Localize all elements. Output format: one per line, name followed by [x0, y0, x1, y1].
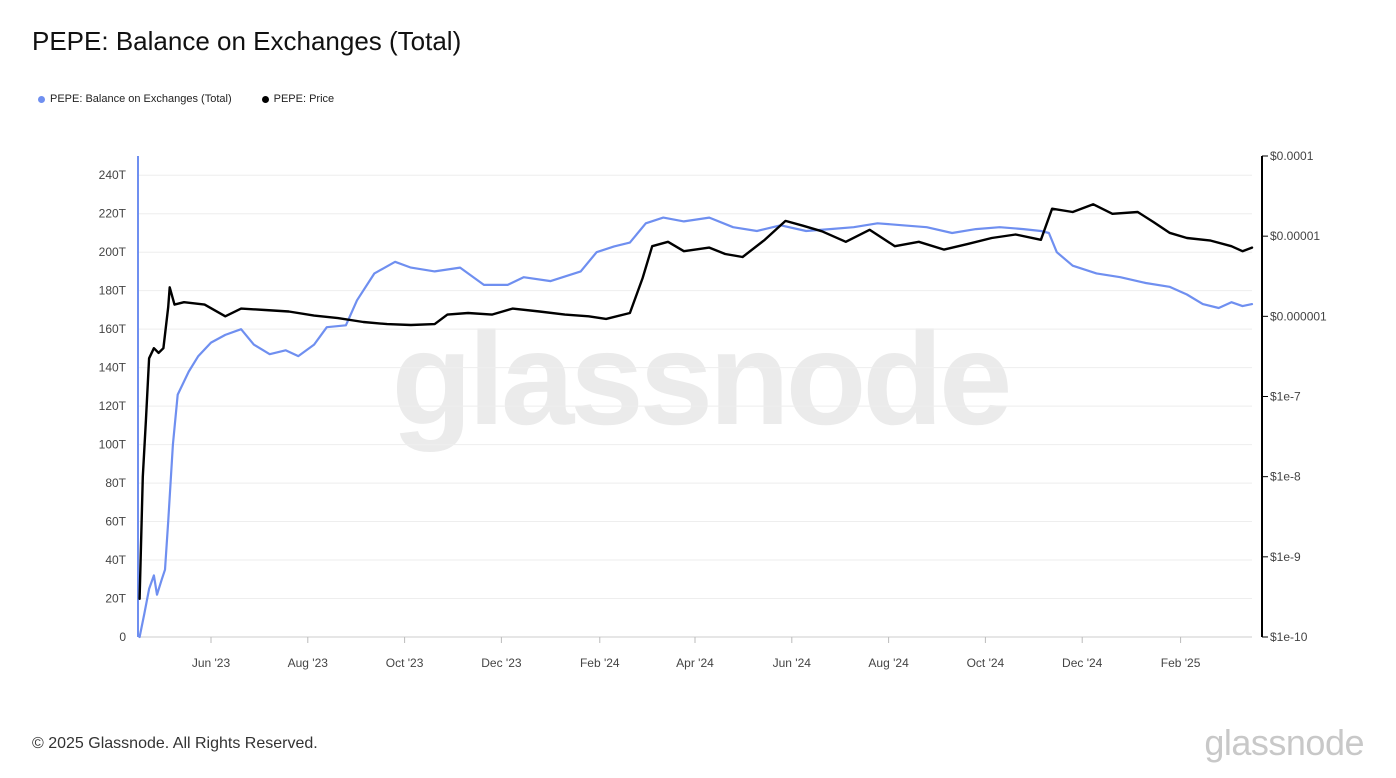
- y-tick-label: 80T: [105, 476, 126, 490]
- y-right-tick-label: $0.000001: [1270, 309, 1327, 323]
- y-tick-label: 140T: [99, 361, 127, 375]
- y-right-tick-label: $0.00001: [1270, 229, 1320, 243]
- series-lines: [138, 203, 1254, 639]
- x-tick-label: Aug '24: [868, 656, 909, 670]
- y-right-tick-label: $0.0001: [1270, 149, 1314, 163]
- y-right-tick-label: $1e-7: [1270, 390, 1301, 404]
- brand-logo: glassnode: [1204, 722, 1364, 763]
- y-tick-label: 220T: [99, 207, 127, 221]
- x-tick-label: Jun '23: [192, 656, 231, 670]
- x-tick-label: Feb '25: [1161, 656, 1201, 670]
- y-axis-right: $1e-10 $1e-9 $1e-8 $1e-7 $0.000001 $0.00001 $0…: [1262, 149, 1327, 644]
- legend-label-price: PEPE: Price: [273, 93, 335, 105]
- x-tick-label: Feb '24: [580, 656, 620, 670]
- y-tick-label: 40T: [105, 553, 126, 567]
- watermark: glassnode: [392, 305, 1009, 452]
- x-tick-label: Dec '23: [481, 656, 522, 670]
- y-tick-label: 180T: [99, 284, 127, 298]
- x-tick-label: Aug '23: [288, 656, 329, 670]
- y-right-tick-label: $1e-8: [1270, 470, 1301, 484]
- y-tick-label: 60T: [105, 515, 126, 529]
- chart-title: PEPE: Balance on Exchanges (Total): [32, 26, 462, 56]
- legend-label-balance: PEPE: Balance on Exchanges (Total): [50, 93, 232, 105]
- x-tick-label: Apr '24: [676, 656, 714, 670]
- y-tick-label: 200T: [99, 245, 127, 259]
- y-tick-label: 160T: [99, 322, 127, 336]
- x-tick-label: Oct '24: [967, 656, 1005, 670]
- legend-dot-price: [261, 95, 269, 103]
- x-tick-label: Oct '23: [386, 656, 424, 670]
- x-tick-label: Dec '24: [1062, 656, 1103, 670]
- y-right-tick-label: $1e-10: [1270, 630, 1308, 644]
- y-tick-label: 20T: [105, 592, 126, 606]
- y-tick-label: 240T: [99, 168, 127, 182]
- series-line-price: [138, 203, 1254, 600]
- chart-area: glassnode 0 20T 40T 60T 80T 100T 120T 140T 160T 1…: [99, 149, 1327, 670]
- y-tick-label: 120T: [99, 399, 127, 413]
- y-tick-label: 0: [119, 630, 126, 644]
- legend: PEPE: Balance on Exchanges (Total) PEPE:…: [38, 93, 334, 105]
- x-axis: Jun '23 Aug '23 Oct '23 Dec '23 Feb '24 Apr '…: [192, 637, 1201, 670]
- x-tick-label: Jun '24: [773, 656, 812, 670]
- legend-item-balance[interactable]: PEPE: Balance on Exchanges (Total): [38, 93, 232, 105]
- series-line-balance: [138, 216, 1254, 639]
- copyright: © 2025 Glassnode. All Rights Reserved.: [32, 735, 318, 752]
- y-tick-label: 100T: [99, 438, 127, 452]
- legend-dot-balance: [38, 95, 45, 103]
- y-right-tick-label: $1e-9: [1270, 550, 1301, 564]
- legend-item-price[interactable]: PEPE: Price: [261, 93, 335, 105]
- y-axis-left: 0 20T 40T 60T 80T 100T 120T 140T 160T 180T 200T 220…: [99, 168, 127, 644]
